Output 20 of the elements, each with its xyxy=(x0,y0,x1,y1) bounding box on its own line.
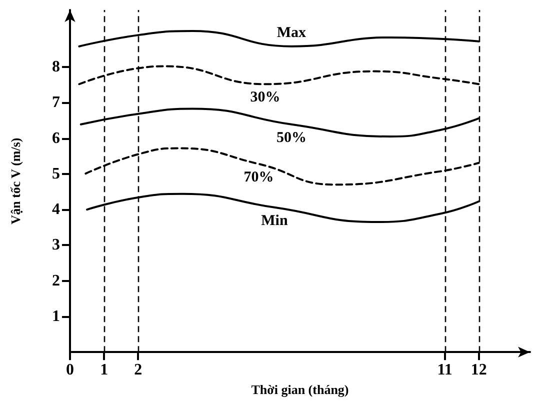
y-tick-label: 4 xyxy=(52,201,60,218)
y-axis-title: Vận tốc V (m/s) xyxy=(8,138,23,224)
y-tick-label: 5 xyxy=(52,165,60,182)
x-tick-label: 0 xyxy=(66,362,74,379)
x-axis-title: Thời gian (tháng) xyxy=(251,382,349,397)
series-label: 30% xyxy=(250,90,280,106)
y-tick-label: 8 xyxy=(52,58,60,76)
series-label: Min xyxy=(261,212,288,229)
series-label: 50% xyxy=(276,130,306,146)
x-tick-label: 12 xyxy=(470,362,487,379)
x-tick-label: 1 xyxy=(100,362,108,379)
series-label: Max xyxy=(276,24,307,41)
y-tick-label: 3 xyxy=(52,236,60,254)
series-label: 70% xyxy=(244,169,274,186)
y-tick-label: 7 xyxy=(52,94,60,112)
x-tick-label: 11 xyxy=(437,362,452,379)
y-tick-label: 2 xyxy=(52,272,60,290)
y-tick-label: 1 xyxy=(52,308,60,325)
x-tick-label: 2 xyxy=(134,362,142,379)
y-tick-label: 6 xyxy=(52,130,60,147)
